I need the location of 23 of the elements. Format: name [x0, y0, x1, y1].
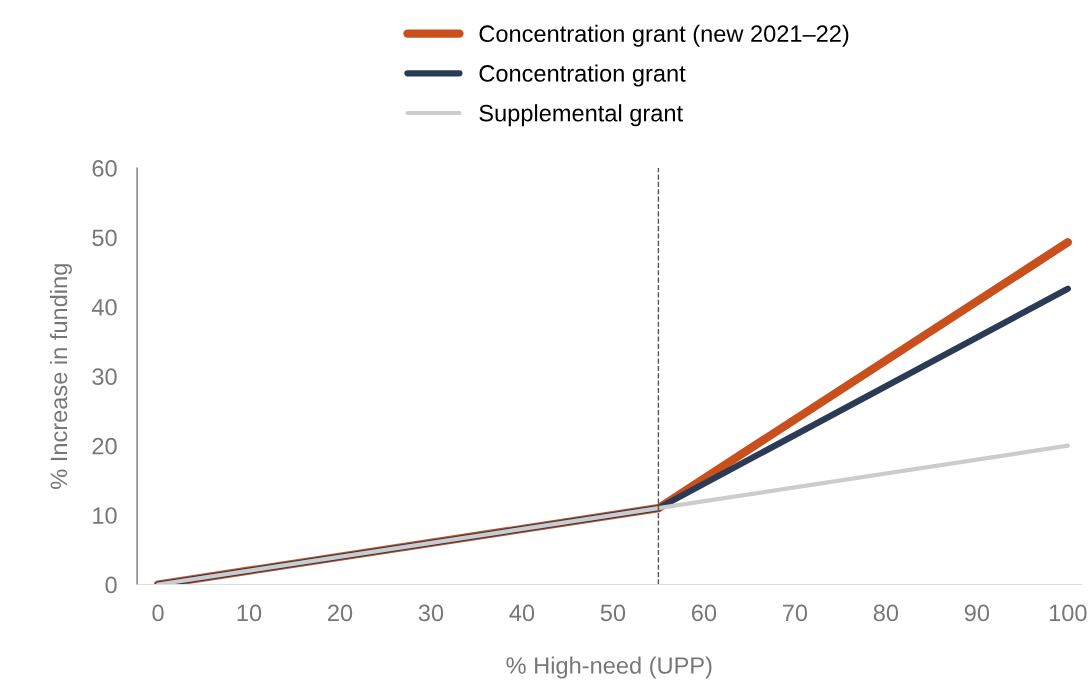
x-tick-label: 60 — [691, 604, 717, 622]
x-tick-label: 80 — [873, 604, 899, 622]
y-tick-label: 60 — [92, 160, 117, 177]
y-tick-label: 40 — [91, 298, 117, 316]
x-tick-label: 20 — [328, 604, 353, 622]
x-axis-title: % High-need (UPP) — [506, 656, 712, 679]
y-tick-label: 10 — [93, 507, 117, 524]
x-tick-label: 0 — [152, 604, 164, 622]
legend-label: Concentration grant (new 2021–22) — [479, 24, 849, 47]
x-tick-label: 100 — [1049, 604, 1087, 622]
y-tick-label: 30 — [92, 368, 117, 386]
y-tick-label: 20 — [92, 437, 117, 455]
x-tick-label: 30 — [418, 604, 444, 622]
x-tick-label: 40 — [509, 604, 535, 622]
y-axis-title: % Increase in funding — [49, 264, 72, 489]
legend-label: Concentration grant — [479, 64, 686, 87]
legend-label: Supplemental grant — [479, 104, 683, 127]
y-tick-label: 0 — [105, 576, 117, 594]
x-tick-label: 50 — [600, 604, 626, 622]
x-tick-label: 10 — [237, 604, 262, 622]
x-tick-label: 70 — [782, 604, 808, 622]
x-tick-label: 90 — [964, 604, 990, 622]
y-tick-label: 50 — [92, 229, 117, 247]
